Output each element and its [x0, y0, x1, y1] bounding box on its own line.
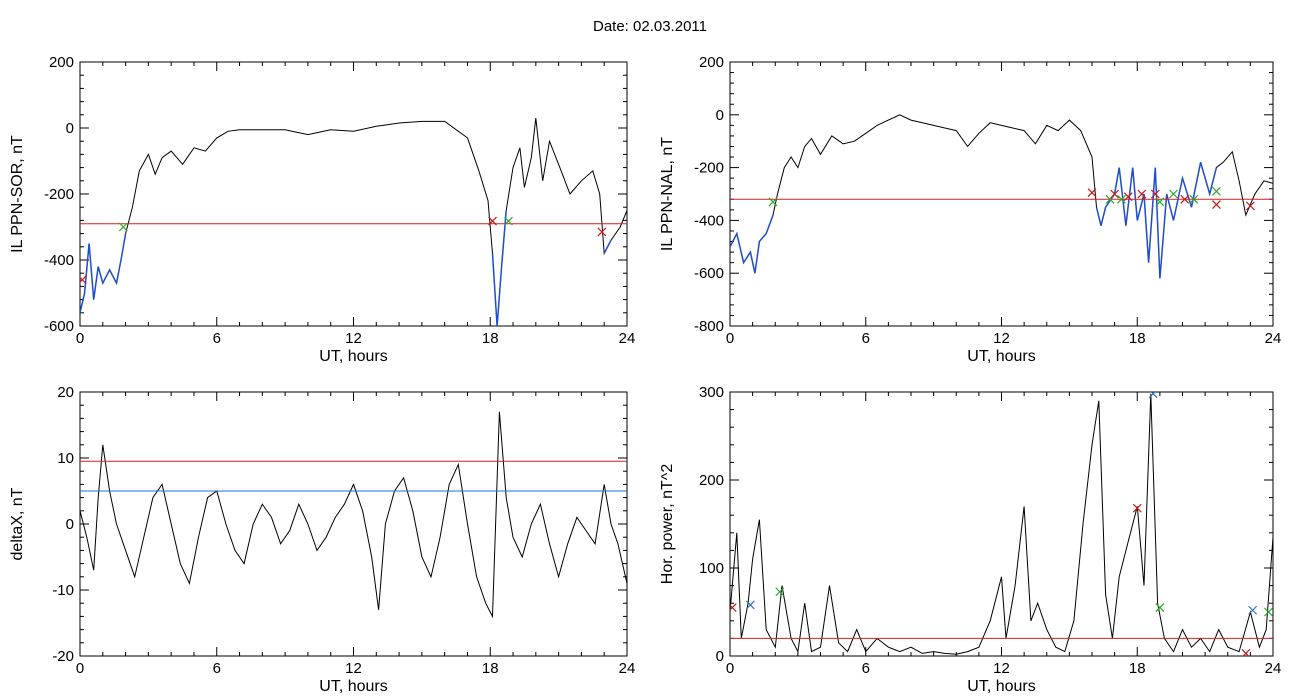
y-tick-label: 200 [699, 54, 724, 71]
x-tick-label: 24 [1265, 660, 1282, 677]
cross-marker-red [1132, 503, 1142, 513]
chart-il-nal: 0 6 12 18 24 -800 -600 -400 -200 0 200 UT, hours IL … [659, 54, 1281, 365]
x-axis-label: UT, hours [319, 678, 387, 695]
cross-marker-red [730, 603, 737, 613]
cross-marker-red [1241, 648, 1251, 656]
x-tick-label: 6 [862, 330, 870, 347]
plot-frame [79, 61, 628, 327]
chart-hor-power: 0 6 12 18 24 0 100 200 300 UT, hours Hor. power, n… [659, 384, 1281, 695]
plot-frame [729, 391, 1274, 657]
y-tick-label: -10 [52, 582, 74, 599]
x-tick-label: 18 [1129, 330, 1146, 347]
y-axis-label: deltaX, nT [9, 487, 26, 560]
cross-marker-red [1110, 189, 1120, 199]
y-tick-label: 100 [699, 560, 724, 577]
cross-marker-red [488, 216, 497, 226]
x-tick-label: 24 [619, 330, 636, 347]
cross-marker-green [1212, 186, 1221, 196]
y-tick-label: -400 [44, 252, 74, 269]
y-tick-label: -20 [52, 648, 74, 665]
y-axis-label: IL PPN-SOR, nT [9, 135, 26, 253]
x-tick-label: 18 [482, 660, 499, 677]
cross-marker-green [1169, 189, 1178, 199]
y-axis-label: Hor. power, nT^2 [659, 464, 676, 585]
active-segment-line [730, 214, 774, 274]
x-tick-label: 24 [1265, 330, 1282, 347]
y-tick-label: 200 [49, 54, 74, 71]
series-line [80, 118, 627, 326]
x-tick-label: 6 [862, 660, 870, 677]
x-tick-label: 0 [76, 330, 84, 347]
cross-marker-red [1123, 192, 1133, 202]
y-tick-label: -200 [44, 186, 74, 203]
cross-marker-green [1264, 607, 1273, 617]
y-tick-label: 10 [57, 450, 74, 467]
cross-marker-green [1116, 194, 1126, 204]
x-tick-label: 24 [619, 660, 636, 677]
x-tick-label: 6 [213, 330, 221, 347]
cross-marker-green [768, 197, 778, 207]
plot-area [730, 114, 1273, 279]
y-tick-label: 0 [716, 107, 724, 124]
x-tick-label: 18 [482, 330, 499, 347]
cross-marker-red [80, 275, 87, 285]
cross-marker-blue [1248, 605, 1258, 615]
series-line [80, 411, 627, 619]
series-line [730, 393, 1273, 655]
cross-marker-blue [1148, 392, 1158, 399]
x-axis-label: UT, hours [967, 348, 1035, 365]
cross-marker-red [1212, 200, 1221, 209]
y-tick-label: 300 [699, 384, 724, 401]
active-segment-line [1095, 162, 1218, 279]
x-axis-label: UT, hours [319, 348, 387, 365]
active-segment-line [491, 210, 507, 326]
figure-title: Date: 02.03.2011 [593, 18, 707, 35]
y-tick-label: -400 [694, 212, 724, 229]
x-tick-label: 12 [993, 660, 1010, 677]
cross-marker-green [118, 222, 128, 232]
y-tick-label: -600 [694, 265, 724, 282]
cross-marker-red [1137, 189, 1147, 199]
cross-marker-green [1155, 603, 1165, 613]
chart-deltax: 0 6 12 18 24 -20 -10 0 10 20 UT, hours deltaX, nT [9, 384, 635, 695]
x-tick-label: 18 [1129, 660, 1146, 677]
x-tick-label: 12 [993, 330, 1010, 347]
y-tick-label: -200 [694, 160, 724, 177]
plot-area [730, 392, 1273, 656]
plot-frame [729, 61, 1274, 327]
x-tick-label: 0 [76, 660, 84, 677]
x-tick-label: 12 [345, 660, 362, 677]
x-tick-label: 12 [345, 330, 362, 347]
chart-il-sor: 0 6 12 18 24 -600 -400 -200 0 200 UT, hours IL PPN-… [9, 54, 635, 365]
active-segment-line [80, 233, 127, 313]
y-tick-label: 200 [699, 472, 724, 489]
cross-marker-red [1150, 189, 1160, 199]
x-axis-label: UT, hours [967, 678, 1035, 695]
y-tick-label: 0 [66, 516, 74, 533]
y-tick-label: 0 [66, 120, 74, 137]
x-tick-label: 0 [726, 660, 734, 677]
active-segment-line [603, 239, 612, 254]
cross-marker-red [1087, 188, 1097, 198]
y-tick-label: -600 [44, 318, 74, 335]
x-tick-label: 0 [726, 330, 734, 347]
plot-area [80, 411, 627, 619]
cross-marker-green [1189, 194, 1199, 204]
y-tick-label: 20 [57, 384, 74, 401]
cross-marker-green [504, 216, 513, 226]
y-tick-label: 0 [716, 648, 724, 665]
plot-area [80, 118, 627, 326]
cross-marker-red [1180, 194, 1190, 204]
cross-marker-blue [745, 600, 755, 610]
cross-marker-red [597, 227, 607, 237]
y-axis-label: IL PPN-NAL, nT [659, 137, 676, 251]
cross-marker-green [1155, 197, 1165, 207]
cross-marker-green [775, 587, 785, 597]
y-tick-label: -800 [694, 318, 724, 335]
x-tick-label: 6 [213, 660, 221, 677]
cross-marker-red [1245, 201, 1255, 211]
